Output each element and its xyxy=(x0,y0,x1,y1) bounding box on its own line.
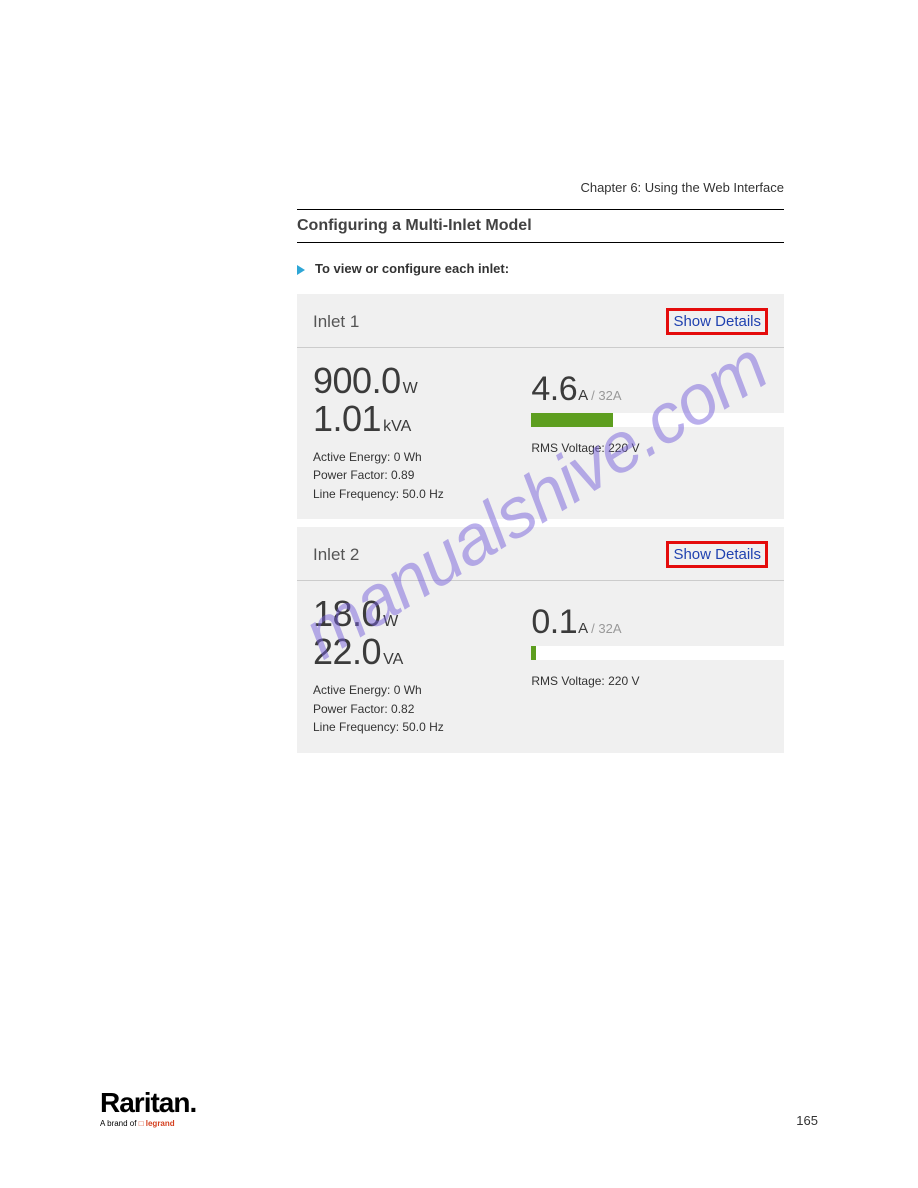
inlet-title: Inlet 1 xyxy=(313,312,359,332)
inlet-left-column: 18.0W 22.0VA Active Energy: 0 Wh Power F… xyxy=(313,595,531,736)
amp-unit: A xyxy=(578,387,588,404)
instruction-row: To view or configure each inlet: xyxy=(297,261,818,276)
footer: Raritan. A brand of □ legrand 165 xyxy=(100,1087,818,1128)
chapter-heading: Chapter 6: Using the Web Interface xyxy=(100,180,818,195)
power-unit: W xyxy=(403,380,418,397)
apparent-power-value: 1.01kVA xyxy=(313,400,531,438)
inlet-left-column: 900.0W 1.01kVA Active Energy: 0 Wh Power… xyxy=(313,362,531,503)
inlet-gap xyxy=(297,519,784,527)
active-energy-line: Active Energy: 0 Wh xyxy=(313,681,531,700)
line-frequency-line: Line Frequency: 50.0 Hz xyxy=(313,718,531,737)
amp-max: / 32A xyxy=(591,621,621,636)
logo-block: Raritan. A brand of □ legrand xyxy=(100,1087,196,1128)
power-number: 900.0 xyxy=(313,360,401,401)
page-number: 165 xyxy=(796,1113,818,1128)
active-power-value: 900.0W xyxy=(313,362,531,400)
amp-max: / 32A xyxy=(591,388,621,403)
active-power-value: 18.0W xyxy=(313,595,531,633)
power-factor-line: Power Factor: 0.82 xyxy=(313,700,531,719)
show-details-button[interactable]: Show Details xyxy=(666,541,768,568)
stats-block: Active Energy: 0 Wh Power Factor: 0.82 L… xyxy=(313,681,531,737)
show-details-button[interactable]: Show Details xyxy=(666,308,768,335)
logo-sub: A brand of □ legrand xyxy=(100,1119,196,1128)
rms-voltage: RMS Voltage: 220 V xyxy=(531,674,811,688)
instruction-text: To view or configure each inlet: xyxy=(315,261,509,276)
section-title-bar: Configuring a Multi-Inlet Model xyxy=(297,209,784,243)
inlet-header: Inlet 1 Show Details xyxy=(297,294,784,348)
amp-bar xyxy=(531,646,811,660)
amp-value: 0.1 xyxy=(531,603,577,642)
amp-reading: 4.6A / 32A xyxy=(531,370,811,409)
logo-sub-prefix: A brand of xyxy=(100,1119,139,1128)
inlet-header: Inlet 2 Show Details xyxy=(297,527,784,581)
amp-bar xyxy=(531,413,811,427)
apparent-number: 1.01 xyxy=(313,398,381,439)
apparent-unit: VA xyxy=(383,651,403,668)
rms-voltage: RMS Voltage: 220 V xyxy=(531,441,811,455)
amp-bar-fill xyxy=(531,413,612,427)
stats-block: Active Energy: 0 Wh Power Factor: 0.89 L… xyxy=(313,448,531,504)
power-unit: W xyxy=(383,613,398,630)
apparent-unit: kVA xyxy=(383,418,411,435)
apparent-number: 22.0 xyxy=(313,631,381,672)
section-title: Configuring a Multi-Inlet Model xyxy=(297,217,784,235)
power-factor-line: Power Factor: 0.89 xyxy=(313,466,531,485)
amp-bar-fill xyxy=(531,646,535,660)
amp-unit: A xyxy=(578,620,588,637)
inlet-panel: Inlet 2 Show Details 18.0W 22.0VA Active… xyxy=(297,527,784,752)
power-number: 18.0 xyxy=(313,593,381,634)
logo-sub-brand: □ legrand xyxy=(139,1119,175,1128)
apparent-power-value: 22.0VA xyxy=(313,633,531,671)
inlet-right-column: 4.6A / 32A RMS Voltage: 220 V xyxy=(531,362,811,503)
inlet-panel: Inlet 1 Show Details 900.0W 1.01kVA Acti… xyxy=(297,294,784,519)
inlet-body: 900.0W 1.01kVA Active Energy: 0 Wh Power… xyxy=(297,348,784,519)
amp-value: 4.6 xyxy=(531,370,577,409)
line-frequency-line: Line Frequency: 50.0 Hz xyxy=(313,485,531,504)
logo-main: Raritan. xyxy=(100,1087,196,1119)
amp-reading: 0.1A / 32A xyxy=(531,603,811,642)
inlet-title: Inlet 2 xyxy=(313,545,359,565)
inlet-body: 18.0W 22.0VA Active Energy: 0 Wh Power F… xyxy=(297,581,784,752)
inlet-right-column: 0.1A / 32A RMS Voltage: 220 V xyxy=(531,595,811,736)
arrow-icon xyxy=(297,265,305,275)
active-energy-line: Active Energy: 0 Wh xyxy=(313,448,531,467)
